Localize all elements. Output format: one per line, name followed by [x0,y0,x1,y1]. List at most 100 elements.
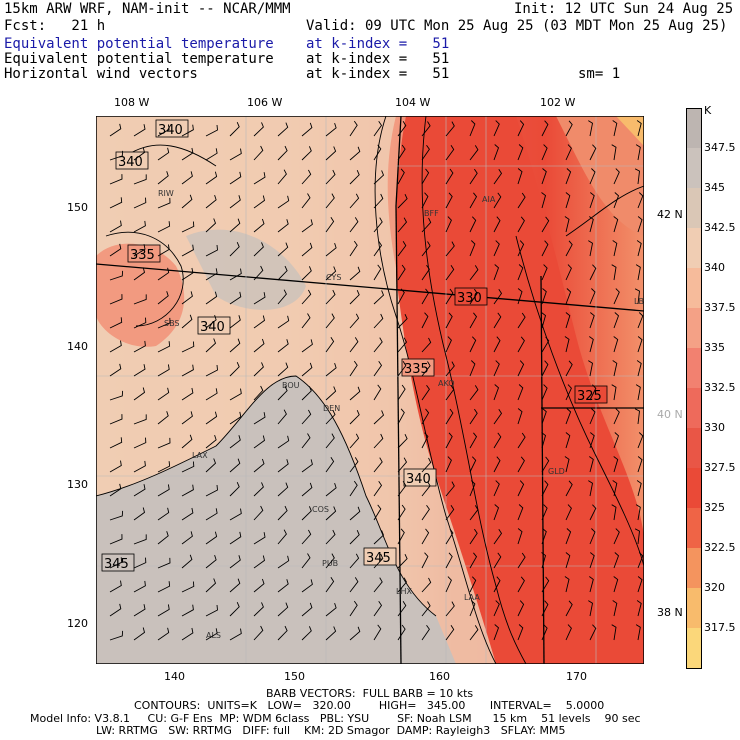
wind-barb [565,240,573,257]
wind-barb [301,313,311,329]
contour-label-box [401,358,435,377]
wind-barb [517,432,526,449]
wind-barb [277,505,288,521]
wind-barb [493,360,500,377]
wind-barb [517,624,524,641]
wind-barb [109,510,124,521]
wind-barb [541,384,548,401]
wind-barb [349,506,361,521]
wind-barb [397,337,408,353]
wind-barb [589,432,595,449]
wind-barb [493,504,500,521]
wind-barb [205,244,218,257]
wind-barb [469,432,478,449]
wind-barb [421,217,432,233]
contour-label-box [197,316,231,335]
wind-barb [205,628,218,641]
wind-barb [277,362,289,377]
wind-barb [636,360,642,377]
field-name-secondary: Equivalent potential temperature [4,51,274,67]
wind-barb [277,529,287,545]
field-level-wind: at k-index = 51 [306,66,450,82]
wind-barb [421,241,431,257]
wind-barb [541,312,547,329]
wind-barb [253,532,266,545]
wind-barb [301,169,312,185]
wind-barb [181,387,194,401]
colorbar-segment [686,188,702,228]
wind-barb [421,361,431,377]
wind-barb [349,360,358,377]
grid-y-130: 130 [67,478,88,491]
wind-barb [253,435,266,449]
wind-barb [157,387,170,401]
wind-barb [589,288,596,305]
wind-barb [517,408,523,425]
wind-barb [421,168,430,185]
colorbar-segment [686,268,702,308]
wind-barb [157,341,171,353]
wind-barb [493,216,501,233]
wind-barb [181,291,193,305]
wind-barb [133,507,146,521]
wind-barb [469,265,479,281]
wind-barb [253,362,264,377]
wind-barb [133,604,146,617]
wind-barb [469,385,479,401]
wind-barb [205,291,218,305]
field-level-primary: at k-index = 51 [306,36,450,52]
colorbar-label: 335 [704,341,725,354]
map-panel: RIW BFF CYS SBS BOU DEN AKO LAX COS PUB … [96,116,644,664]
wind-barb [397,264,406,281]
contour-label-335-a: 335 [130,248,155,263]
wind-barb [613,456,619,473]
colorbar-segment [686,588,702,628]
wind-barb [469,288,478,305]
wind-barb [157,604,170,617]
colorbar-label: 327.5 [704,461,736,474]
colorbar-segment [686,548,702,588]
wind-barb [565,360,573,377]
wind-barb [133,220,146,233]
wind-barb [157,197,171,209]
wind-barb [253,122,264,137]
wind-barb [181,221,195,233]
wind-barb [157,317,171,329]
state-borders [96,116,644,664]
wind-barb [635,264,641,281]
wind-barb [205,388,218,401]
wind-barb [109,630,124,641]
wind-barb [277,145,288,161]
wind-barb [421,192,429,209]
field-name-wind: Horizontal wind vectors [4,66,198,82]
wind-barb [589,192,595,209]
shading-nne-corner [556,116,644,236]
wind-barb [634,288,640,305]
wind-barb [493,456,501,473]
wind-barb [469,576,477,593]
wind-barb [613,288,620,305]
wind-barb [588,600,594,617]
wind-barb [181,531,193,545]
wind-barb [253,505,264,521]
wind-barb [301,579,313,593]
wind-barb [253,412,266,425]
wind-barb [421,481,431,497]
colorbar-segment [686,508,702,548]
wind-barb [445,145,455,161]
grid-y-140: 140 [67,340,88,353]
grid-x-170: 170 [566,670,587,683]
wind-barb [637,456,643,473]
wind-barb [157,627,170,641]
wind-barb [397,144,406,161]
wind-barb [517,384,524,401]
wind-barb [109,437,123,449]
wind-barb [493,480,500,497]
wind-barbs [109,120,644,641]
colorbar-label: 330 [704,421,725,434]
wind-barb [277,122,289,137]
wind-barb [636,600,642,617]
wind-barb [517,168,523,185]
wind-barb [157,244,170,257]
wind-barb [445,361,455,377]
